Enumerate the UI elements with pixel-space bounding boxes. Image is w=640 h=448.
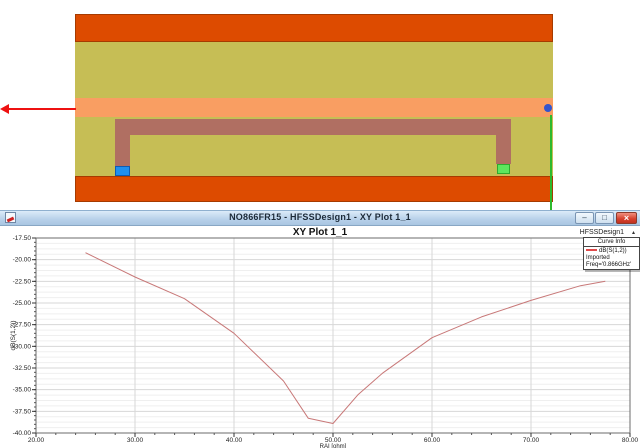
model-trace-left-via[interactable]	[115, 119, 130, 166]
model-left-pad[interactable]	[115, 166, 130, 176]
port-vertex-dot-icon	[544, 104, 552, 112]
model-upper-substrate[interactable]	[75, 42, 553, 98]
coordinate-arrow-head-icon	[0, 104, 9, 114]
y-tick-label: -25.00	[13, 300, 32, 307]
y-tick-label: -40.00	[13, 430, 32, 437]
report-window-title: NO866FR15 - HFSSDesign1 - XY Plot 1_1	[229, 212, 411, 222]
coordinate-arrow-line-icon	[8, 108, 76, 110]
y-tick-label: -17.50	[13, 235, 32, 242]
legend-setup-note: Imported	[586, 255, 610, 261]
x-tick-label: 50.00	[325, 437, 342, 444]
y-tick-label: -37.50	[13, 408, 32, 415]
report-window-icon	[5, 212, 16, 223]
x-axis-title: RAI [ohm]	[320, 444, 347, 448]
plot-title: XY Plot 1_1	[292, 227, 348, 238]
model-bottom-conductor[interactable]	[75, 176, 553, 202]
collapse-arrow-icon[interactable]: ▴	[631, 230, 635, 236]
model-feed-strip[interactable]	[75, 98, 553, 117]
y-tick-label: -35.00	[13, 387, 32, 394]
modeler-view	[75, 14, 553, 202]
port-reference-line-icon	[550, 115, 552, 211]
minimize-button[interactable]: –	[575, 212, 594, 224]
y-axis-title: dB(S(1,2))	[10, 321, 17, 351]
legend-series-row: dB(S(1,2))	[584, 247, 639, 255]
x-tick-label: 70.00	[523, 437, 540, 444]
y-tick-label: -20.00	[13, 257, 32, 264]
model-top-conductor[interactable]	[75, 14, 553, 42]
legend-series-label: dB(S(1,2))	[599, 248, 627, 254]
model-right-pad[interactable]	[497, 164, 510, 174]
maximize-button[interactable]: □	[595, 212, 614, 224]
close-button[interactable]: ×	[616, 212, 637, 224]
xy-plot-canvas: 20.00 30.00 40.00 50.00 60.00 70.00 80.00 -17.5…	[10, 235, 639, 448]
curve-info-legend[interactable]: Curve Info dB(S(1,2)) Imported Freq='0.8…	[583, 237, 640, 270]
y-tick-label: -32.50	[13, 365, 32, 372]
legend-header: Curve Info	[584, 238, 639, 247]
model-trace-right-via[interactable]	[496, 119, 511, 164]
x-tick-label: 80.00	[622, 437, 639, 444]
s12-curve	[85, 252, 606, 424]
x-tick-label: 60.00	[424, 437, 441, 444]
x-tick-label: 20.00	[28, 437, 45, 444]
model-trace-bar[interactable]	[115, 119, 511, 135]
design-context-label: HFSSDesign1	[579, 229, 624, 236]
x-tick-label: 30.00	[127, 437, 144, 444]
legend-freq-note: Freq='0.866GHz'	[586, 262, 632, 268]
y-tick-label: -30.00	[13, 343, 32, 350]
report-window-titlebar[interactable]	[0, 210, 640, 226]
curve-swatch-icon	[586, 249, 597, 252]
y-tick-label: -27.50	[13, 322, 32, 329]
x-tick-label: 40.00	[226, 437, 243, 444]
y-tick-label: -22.50	[13, 278, 32, 285]
